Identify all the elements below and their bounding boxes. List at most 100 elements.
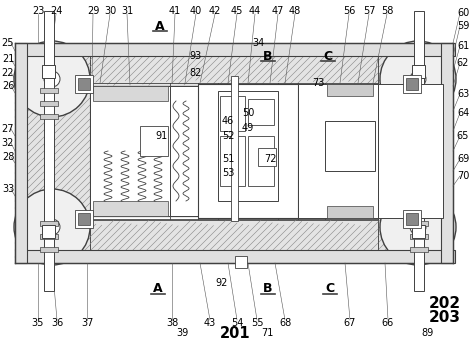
Bar: [198, 84, 298, 218]
Bar: [412, 65, 425, 78]
Bar: [248, 99, 274, 125]
Bar: [90, 86, 170, 216]
Text: 52: 52: [222, 131, 234, 141]
Text: 27: 27: [2, 124, 14, 134]
Text: 31: 31: [121, 6, 133, 16]
Text: 43: 43: [204, 318, 216, 328]
Text: 32: 32: [2, 138, 14, 148]
Bar: [15, 250, 455, 263]
Bar: [140, 126, 168, 156]
Text: B: B: [263, 283, 273, 296]
Bar: [406, 213, 418, 225]
Bar: [78, 78, 90, 90]
Bar: [220, 96, 245, 131]
Bar: [403, 210, 421, 228]
Bar: [44, 11, 54, 291]
Bar: [220, 136, 245, 186]
Text: 46: 46: [222, 116, 234, 126]
Bar: [410, 247, 428, 252]
Bar: [378, 84, 443, 218]
Bar: [15, 43, 455, 56]
Bar: [235, 256, 247, 268]
Circle shape: [380, 41, 456, 117]
Text: C: C: [323, 49, 333, 62]
Circle shape: [44, 219, 60, 235]
Text: 65: 65: [457, 131, 469, 141]
Bar: [42, 65, 55, 78]
Text: 24: 24: [50, 6, 62, 16]
Bar: [420, 86, 441, 216]
Text: 47: 47: [272, 6, 284, 16]
Bar: [93, 86, 168, 101]
Bar: [92, 88, 128, 214]
Text: 22: 22: [2, 68, 14, 78]
Bar: [258, 148, 276, 166]
Text: 57: 57: [363, 6, 375, 16]
Circle shape: [380, 189, 456, 265]
Text: 72: 72: [264, 154, 276, 164]
Text: 34: 34: [252, 38, 264, 48]
Text: 82: 82: [190, 68, 202, 78]
Bar: [90, 43, 378, 86]
Text: 26: 26: [2, 81, 14, 91]
Bar: [40, 88, 58, 93]
Circle shape: [14, 189, 90, 265]
Text: 28: 28: [2, 152, 14, 162]
Text: 71: 71: [261, 328, 273, 338]
Bar: [200, 86, 218, 216]
Bar: [40, 101, 58, 106]
Text: 29: 29: [87, 6, 99, 16]
Bar: [90, 86, 378, 216]
Bar: [441, 43, 453, 263]
Text: 66: 66: [382, 318, 394, 328]
Text: 41: 41: [169, 6, 181, 16]
Text: 70: 70: [457, 171, 469, 181]
Text: 38: 38: [166, 318, 178, 328]
Bar: [90, 220, 378, 263]
Text: C: C: [325, 283, 335, 296]
Text: 44: 44: [249, 6, 261, 16]
Text: 61: 61: [457, 41, 469, 51]
Text: 67: 67: [344, 318, 356, 328]
Bar: [218, 91, 278, 201]
Text: 73: 73: [312, 78, 324, 88]
Text: A: A: [153, 283, 163, 296]
Text: 23: 23: [32, 6, 44, 16]
Circle shape: [14, 41, 90, 117]
Circle shape: [44, 71, 60, 87]
Text: 63: 63: [457, 89, 469, 99]
Text: 40: 40: [190, 6, 202, 16]
Text: 48: 48: [289, 6, 301, 16]
Bar: [78, 213, 90, 225]
Text: 54: 54: [231, 318, 243, 328]
Bar: [172, 88, 184, 214]
Bar: [325, 121, 375, 171]
Bar: [40, 114, 58, 119]
Circle shape: [410, 71, 426, 87]
Text: 42: 42: [209, 6, 221, 16]
Bar: [40, 247, 58, 252]
Text: 62: 62: [457, 58, 469, 68]
Text: 33: 33: [2, 184, 14, 194]
Text: 68: 68: [279, 318, 291, 328]
Bar: [248, 136, 274, 186]
Text: 89: 89: [422, 328, 434, 338]
Bar: [93, 201, 168, 216]
Bar: [40, 234, 58, 239]
Bar: [130, 88, 166, 214]
Text: 21: 21: [2, 54, 14, 64]
Text: 91: 91: [155, 131, 167, 141]
Bar: [278, 86, 296, 216]
Text: 35: 35: [32, 318, 44, 328]
Circle shape: [410, 219, 426, 235]
Bar: [40, 221, 58, 226]
Text: 58: 58: [381, 6, 393, 16]
Text: 56: 56: [343, 6, 355, 16]
Bar: [75, 210, 93, 228]
Bar: [327, 84, 373, 96]
Bar: [410, 234, 428, 239]
Text: 201: 201: [219, 325, 251, 340]
Bar: [15, 43, 90, 263]
Text: 59: 59: [457, 21, 469, 31]
Text: 25: 25: [2, 38, 14, 48]
